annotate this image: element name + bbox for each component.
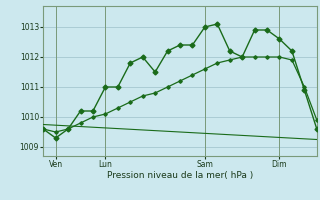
X-axis label: Pression niveau de la mer( hPa ): Pression niveau de la mer( hPa )	[107, 171, 253, 180]
